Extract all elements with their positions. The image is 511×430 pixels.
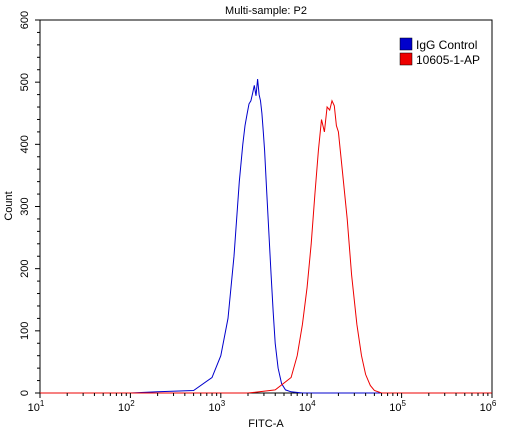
x-tick-label: 102 <box>118 399 135 414</box>
plot-frame <box>39 19 493 394</box>
legend-swatch <box>399 37 413 51</box>
y-tick-label: 200 <box>19 259 31 277</box>
x-tick-label: 103 <box>208 399 225 414</box>
y-tick-label: 100 <box>19 322 31 340</box>
series-layer <box>40 79 492 394</box>
legend-swatch <box>399 52 413 66</box>
legend-label: 10605-1-AP <box>416 53 480 67</box>
x-tick-label: 105 <box>389 399 406 414</box>
y-tick-label: 0 <box>19 390 31 396</box>
y-tick-label: 300 <box>19 197 31 215</box>
chart-title: Multi-sample: P2 <box>225 5 307 17</box>
y-tick-label: 400 <box>19 135 31 153</box>
series-line-1 <box>40 99 492 394</box>
x-tick-label: 106 <box>480 399 497 414</box>
y-axis-title: Count <box>3 191 15 220</box>
x-tick-label: 104 <box>299 399 316 414</box>
y-tick-label: 600 <box>19 11 31 29</box>
series-line-0 <box>40 79 492 394</box>
y-tick-label: 500 <box>19 73 31 91</box>
legend-label: IgG Control <box>416 38 477 52</box>
x-axis-title: FITC-A <box>248 418 284 430</box>
x-tick-label: 101 <box>28 399 45 414</box>
